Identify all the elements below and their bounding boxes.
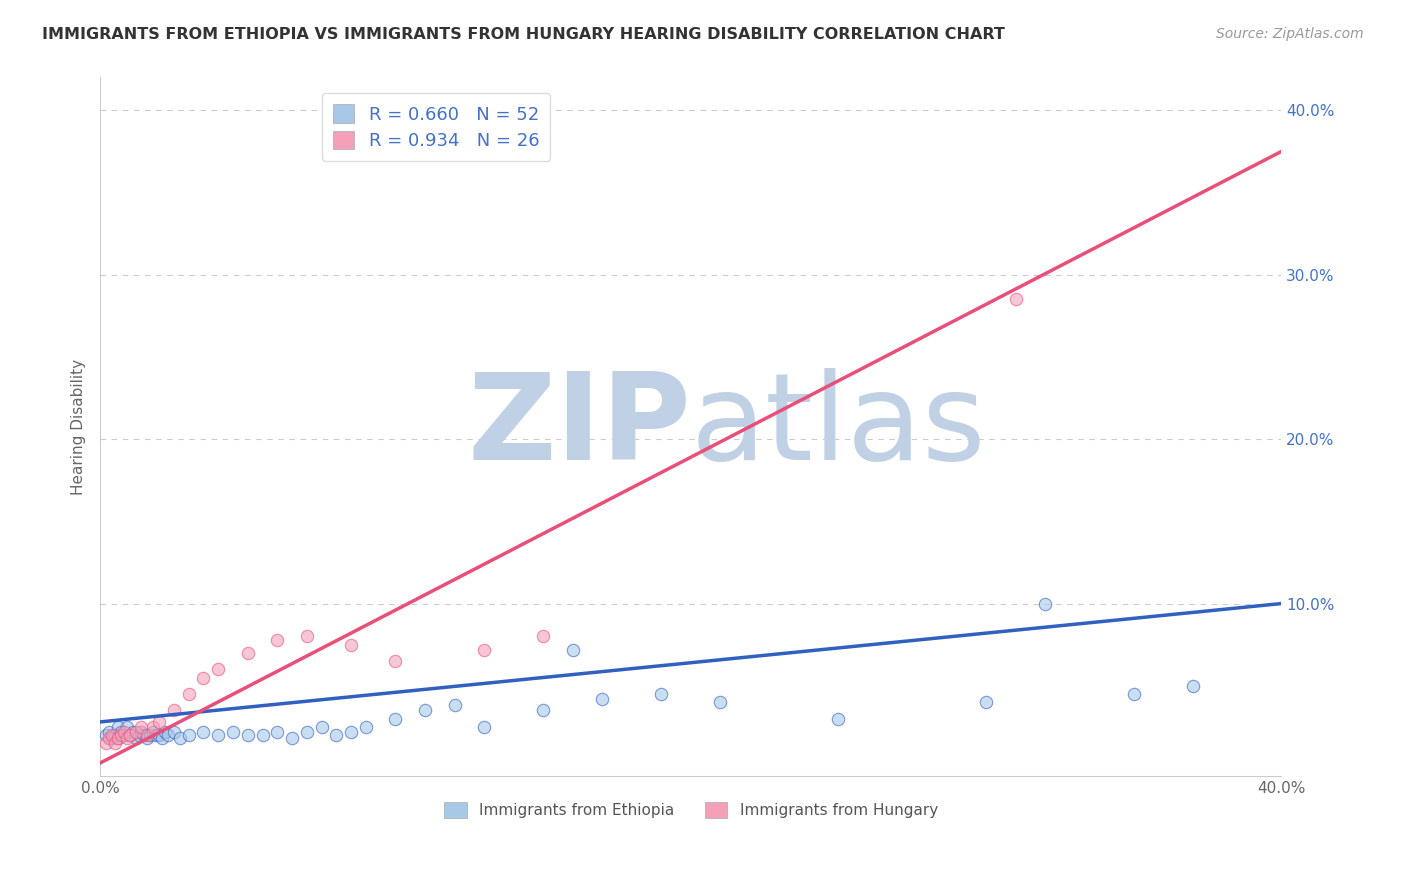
Point [148,728,170,742]
Point [145,728,167,742]
Text: IMMIGRANTS FROM ETHIOPIA VS IMMIGRANTS FROM HUNGARY HEARING DISABILITY CORRELATI: IMMIGRANTS FROM ETHIOPIA VS IMMIGRANTS F… [42,27,1005,42]
Point [222,724,245,739]
Point [193,724,215,739]
Point [153,724,176,739]
Point [827,712,849,726]
Point [207,662,229,676]
Point [98,724,121,739]
Point [107,731,129,746]
Point [101,728,124,742]
Point [1033,597,1056,611]
Point [1004,293,1026,307]
Point [131,724,153,739]
Point [384,654,406,668]
Point [384,712,406,726]
Point [150,731,173,746]
Point [472,720,495,734]
Point [340,724,363,739]
Point [266,632,288,647]
Point [252,728,274,742]
Point [112,728,135,742]
Point [110,724,132,739]
Point [177,687,200,701]
Point [413,703,436,717]
Point [118,728,141,742]
Point [311,720,333,734]
Point [169,731,191,746]
Point [709,695,731,709]
Point [193,671,215,685]
Point [124,724,146,739]
Point [177,728,200,742]
Point [1122,687,1144,701]
Point [104,736,127,750]
Point [136,731,159,746]
Point [531,703,554,717]
Point [325,728,347,742]
Point [340,638,363,652]
Point [121,724,143,739]
Point [561,642,583,657]
Point [295,724,318,739]
Point [94,736,117,750]
Point [139,728,162,742]
Point [443,698,465,713]
Point [98,731,121,746]
Point [101,731,124,746]
Point [163,724,186,739]
Text: atlas: atlas [690,368,987,485]
Point [115,731,138,746]
Point [295,629,318,643]
Point [128,728,150,742]
Point [94,728,117,742]
Point [354,720,377,734]
Point [157,728,180,742]
Point [136,728,159,742]
Y-axis label: Hearing Disability: Hearing Disability [72,359,86,495]
Point [974,695,997,709]
Point [591,692,613,706]
Point [236,728,259,742]
Text: Source: ZipAtlas.com: Source: ZipAtlas.com [1216,27,1364,41]
Point [115,720,138,734]
Point [472,642,495,657]
Point [142,724,165,739]
Point [104,728,127,742]
Point [1181,679,1204,693]
Point [142,720,165,734]
Point [266,724,288,739]
Point [110,728,132,742]
Point [107,731,129,746]
Point [118,728,141,742]
Text: ZIP: ZIP [467,368,690,485]
Point [148,714,170,729]
Point [134,728,156,742]
Point [124,731,146,746]
Point [131,720,153,734]
Point [163,703,186,717]
Point [650,687,672,701]
Point [207,728,229,742]
Point [236,646,259,660]
Point [531,629,554,643]
Legend: Immigrants from Ethiopia, Immigrants from Hungary: Immigrants from Ethiopia, Immigrants fro… [437,797,943,824]
Point [112,724,135,739]
Point [107,720,129,734]
Point [281,731,304,746]
